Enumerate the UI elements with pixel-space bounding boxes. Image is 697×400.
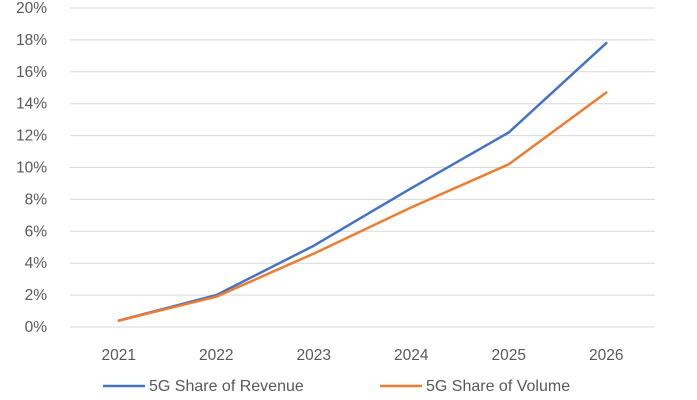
series-lines — [117, 41, 608, 322]
gridlines — [70, 7, 655, 328]
x-tick-label: 2025 — [492, 347, 526, 364]
series-line-revenue — [117, 41, 608, 322]
y-axis-tick-labels: 0% 2% 4% 6% 8% 10% 12% 14% 16% 18% 20% — [16, 0, 47, 336]
x-tick-label: 2024 — [394, 347, 429, 364]
x-tick-label: 2026 — [589, 347, 623, 364]
legend: 5G Share of Revenue 5G Share of Volume — [103, 378, 570, 395]
y-tick-label: 4% — [25, 255, 48, 272]
y-tick-label: 14% — [16, 96, 47, 113]
x-axis-tick-labels: 2021 2022 2023 2024 2025 2026 — [102, 347, 624, 364]
x-tick-label: 2022 — [199, 347, 233, 364]
y-tick-label: 6% — [25, 223, 48, 240]
x-tick-label: 2021 — [102, 347, 136, 364]
legend-label: 5G Share of Volume — [426, 378, 570, 395]
x-tick-label: 2023 — [297, 347, 331, 364]
y-tick-label: 8% — [25, 191, 48, 208]
y-tick-label: 16% — [16, 64, 47, 81]
y-tick-label: 12% — [16, 128, 47, 145]
legend-label: 5G Share of Revenue — [149, 378, 304, 395]
y-tick-label: 10% — [16, 160, 47, 177]
y-tick-label: 2% — [25, 287, 48, 304]
y-tick-label: 0% — [25, 319, 48, 336]
series-line-volume — [117, 91, 608, 322]
y-tick-label: 20% — [16, 0, 47, 17]
y-tick-label: 18% — [16, 32, 47, 49]
